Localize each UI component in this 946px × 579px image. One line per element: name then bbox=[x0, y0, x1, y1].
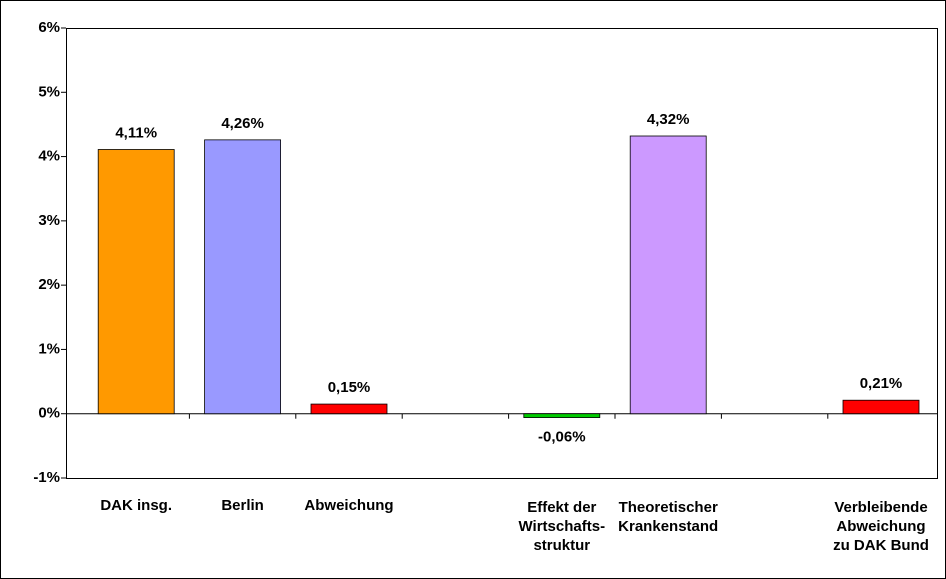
bar bbox=[97, 149, 175, 415]
y-tick-label: 1% bbox=[38, 340, 60, 357]
x-tick-label: DAK insg. bbox=[100, 497, 173, 514]
bar bbox=[523, 413, 601, 418]
y-tick-label: 4% bbox=[38, 148, 60, 165]
data-label: 4,32% bbox=[647, 111, 690, 128]
data-label: -0,06% bbox=[538, 429, 586, 446]
data-label: 4,26% bbox=[221, 115, 264, 132]
y-tick-label: -1% bbox=[33, 469, 60, 486]
bar bbox=[629, 135, 707, 415]
y-tick-label: 2% bbox=[38, 276, 60, 293]
x-tick-label: Berlin bbox=[221, 497, 264, 514]
x-tick-label: Theoretischer Krankenstand bbox=[618, 499, 719, 535]
data-label: 0,15% bbox=[328, 379, 371, 396]
bar bbox=[204, 139, 282, 415]
y-tick-label: 0% bbox=[38, 405, 60, 422]
y-tick-label: 3% bbox=[38, 212, 60, 229]
x-tick-label: Verbleibende Abweichung zu DAK Bund bbox=[833, 499, 929, 554]
x-tick-label: Abweichung bbox=[304, 497, 394, 514]
y-tick-label: 6% bbox=[38, 19, 60, 36]
plot-border bbox=[66, 28, 938, 479]
bar bbox=[310, 403, 388, 415]
y-tick-label: 5% bbox=[38, 83, 60, 100]
data-label: 4,11% bbox=[115, 124, 157, 141]
bar bbox=[842, 399, 920, 415]
x-tick-label: Effekt der Wirtschafts- struktur bbox=[518, 499, 606, 554]
data-label: 0,21% bbox=[860, 375, 903, 392]
